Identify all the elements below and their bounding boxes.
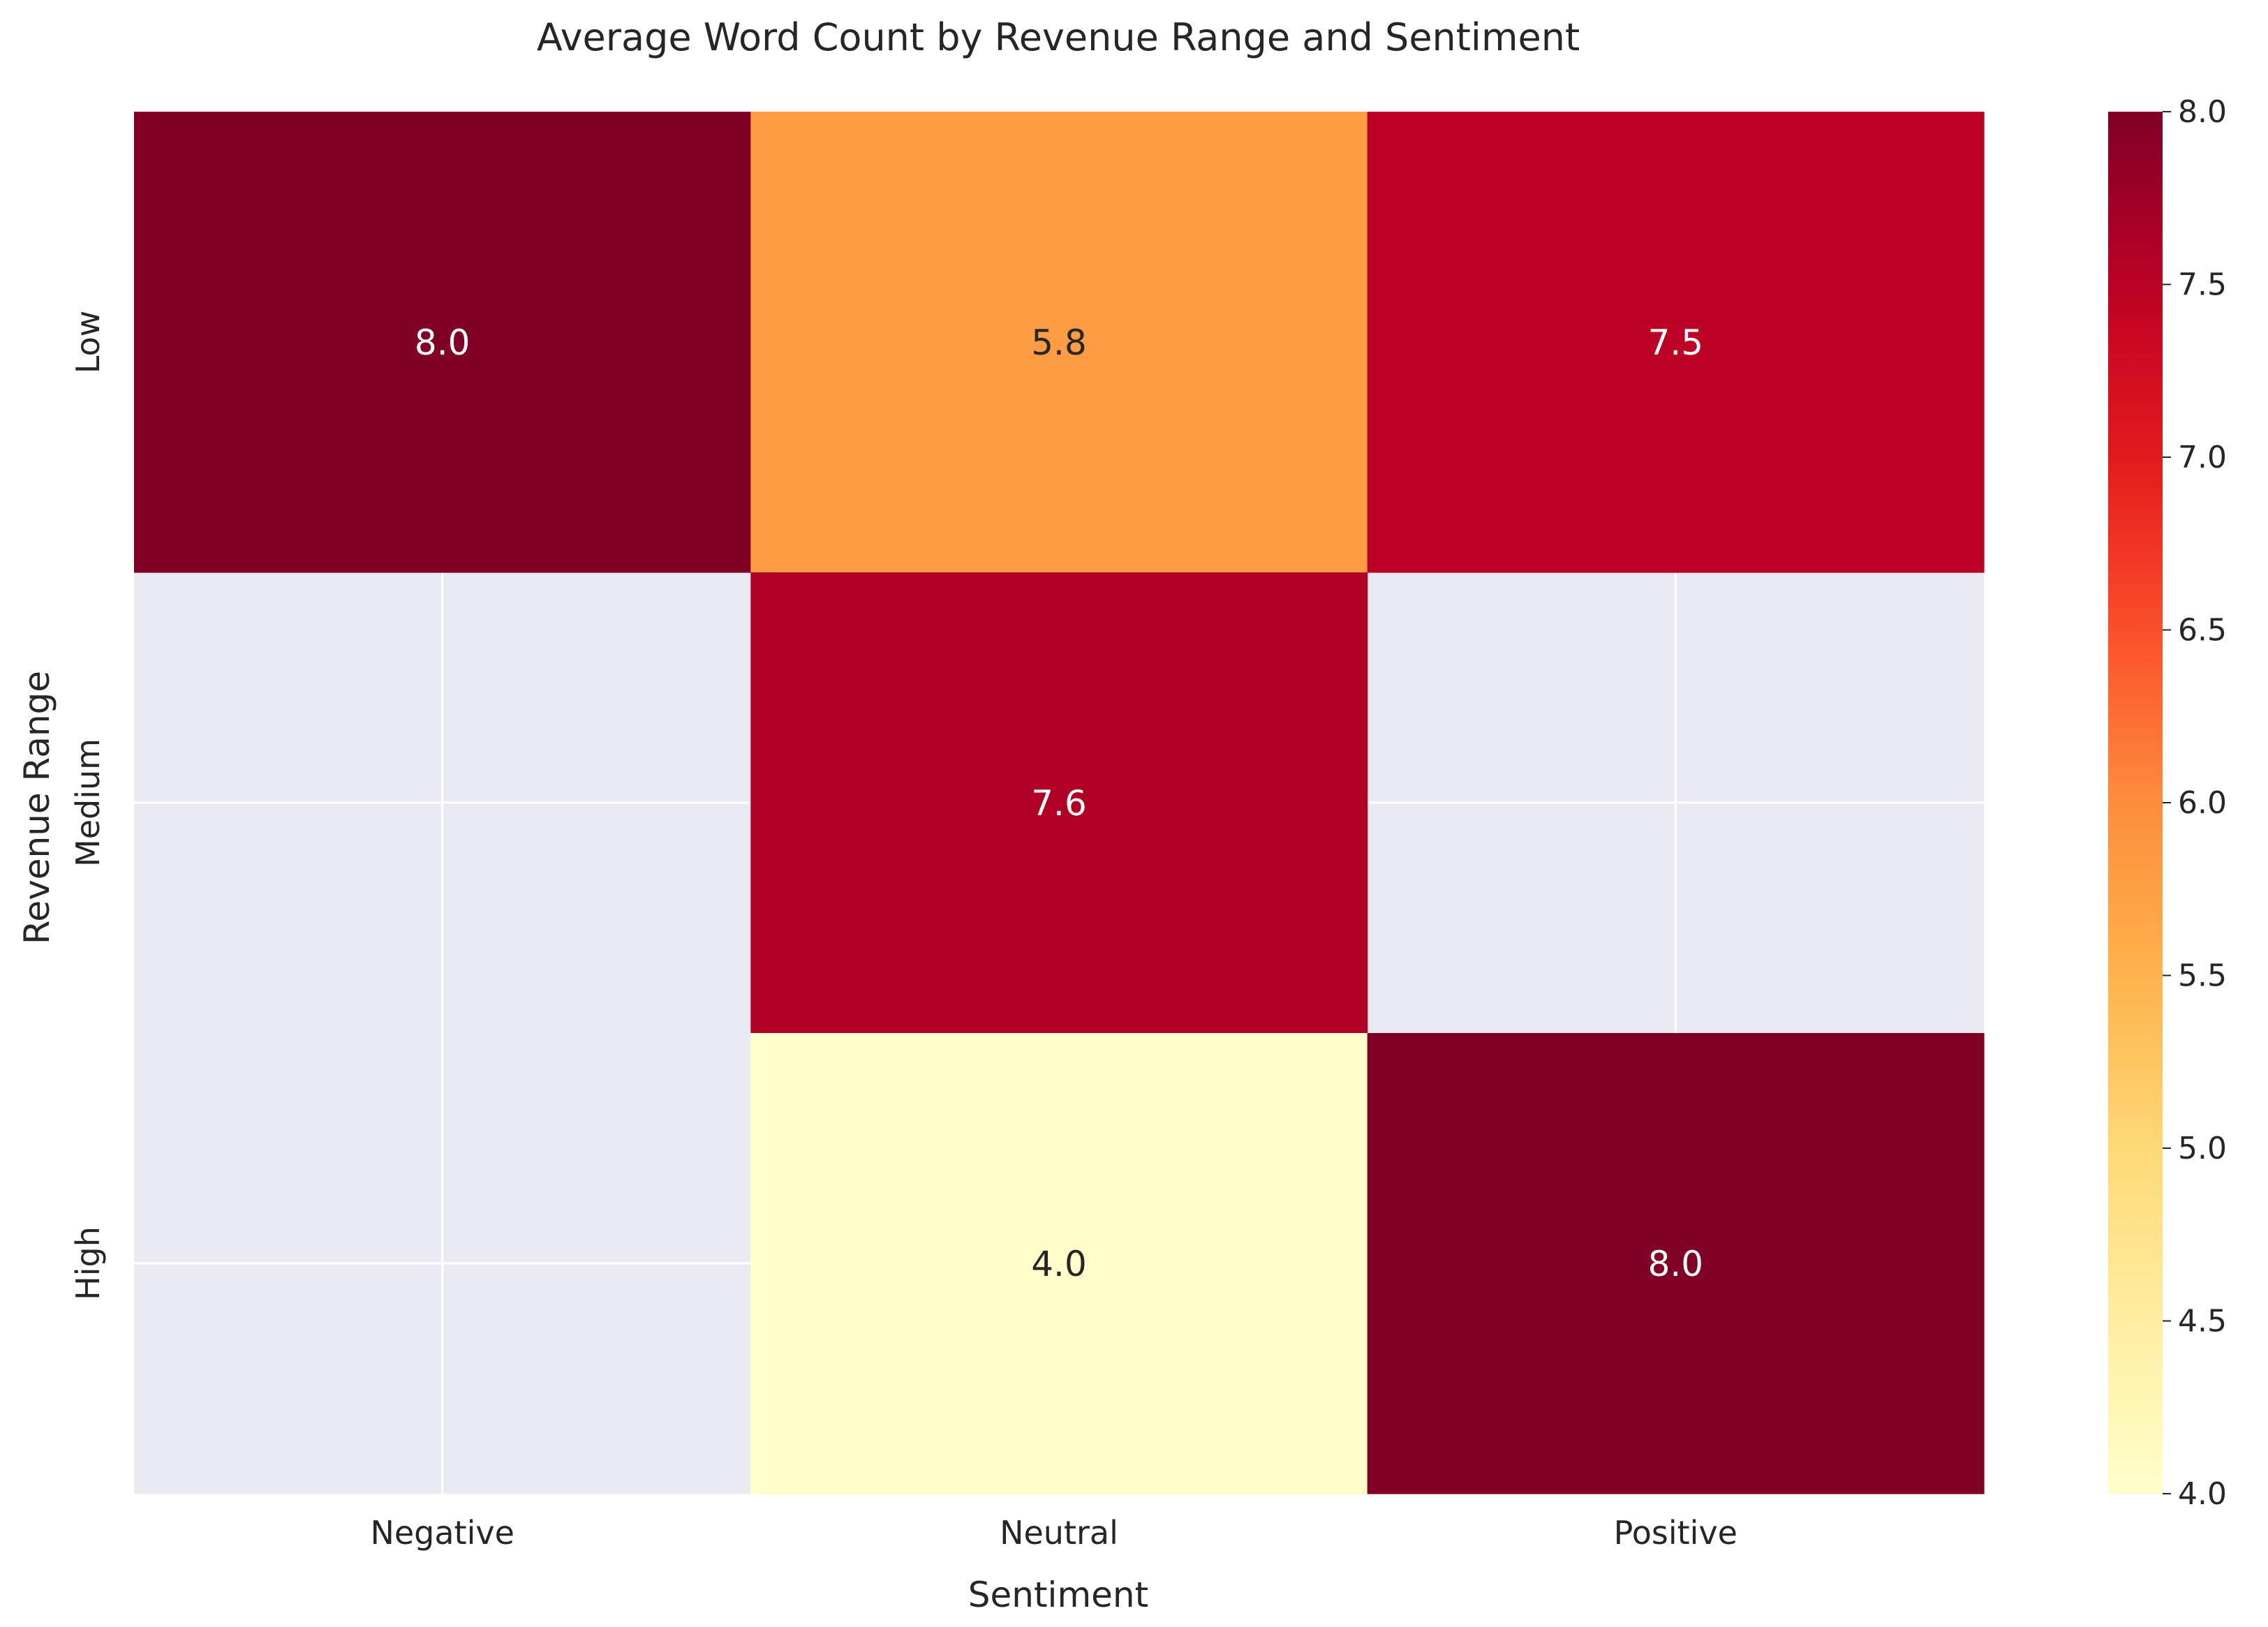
- colorbar-tick-label: 4.0: [2178, 1476, 2227, 1512]
- colorbar-tick-label: 6.0: [2178, 785, 2227, 821]
- colorbar-tick-label: 6.5: [2178, 613, 2227, 648]
- x-axis-label: Sentiment: [968, 1575, 1148, 1615]
- colorbar-tick-label: 5.5: [2178, 958, 2227, 994]
- chart-title: Average Word Count by Revenue Range and …: [537, 15, 1580, 59]
- heatmap-plot-area: 8.0 5.8 7.5 7.6 4.0 8.0: [134, 112, 1985, 1494]
- colorbar-tick-label: 4.5: [2178, 1304, 2227, 1339]
- y-tick-label: Medium: [69, 738, 107, 867]
- colorbar: 4.0 4.5 5.0 5.5 6.0 6.5 7.0 7.5 8.0: [2108, 94, 2227, 1512]
- colorbar-gradient: [2108, 112, 2163, 1494]
- cell-value-label: 8.0: [1648, 1244, 1704, 1284]
- colorbar-tick-label: 7.0: [2178, 440, 2227, 475]
- heatmap-cell-medium-neutral: [750, 572, 1368, 1034]
- heatmap-cell-low-positive: [1367, 112, 1985, 573]
- cell-value-label: 4.0: [1031, 1244, 1087, 1284]
- x-tick-label: Positive: [1614, 1514, 1737, 1552]
- x-tick-label: Neutral: [1000, 1514, 1118, 1552]
- heatmap-cell-high-positive: [1367, 1033, 1985, 1494]
- colorbar-tick-label: 5.0: [2178, 1131, 2227, 1166]
- y-axis-ticks: Low Medium High: [69, 311, 107, 1300]
- cell-value-label: 7.6: [1031, 783, 1087, 824]
- colorbar-tick-label: 7.5: [2178, 267, 2227, 303]
- heatmap-cell-low-negative: [134, 112, 751, 573]
- cell-value-label: 8.0: [415, 322, 470, 363]
- heatmap-cell-high-neutral: [750, 1033, 1368, 1494]
- cell-value-label: 5.8: [1031, 322, 1087, 363]
- cell-value-label: 7.5: [1648, 322, 1704, 363]
- colorbar-tick-label: 8.0: [2178, 94, 2227, 130]
- x-axis-ticks: Negative Neutral Positive: [370, 1514, 1737, 1552]
- y-axis-label: Revenue Range: [17, 671, 57, 944]
- y-tick-label: High: [69, 1226, 107, 1300]
- y-tick-label: Low: [69, 311, 107, 374]
- heatmap-cell-low-neutral: [750, 112, 1368, 573]
- x-tick-label: Negative: [370, 1514, 514, 1552]
